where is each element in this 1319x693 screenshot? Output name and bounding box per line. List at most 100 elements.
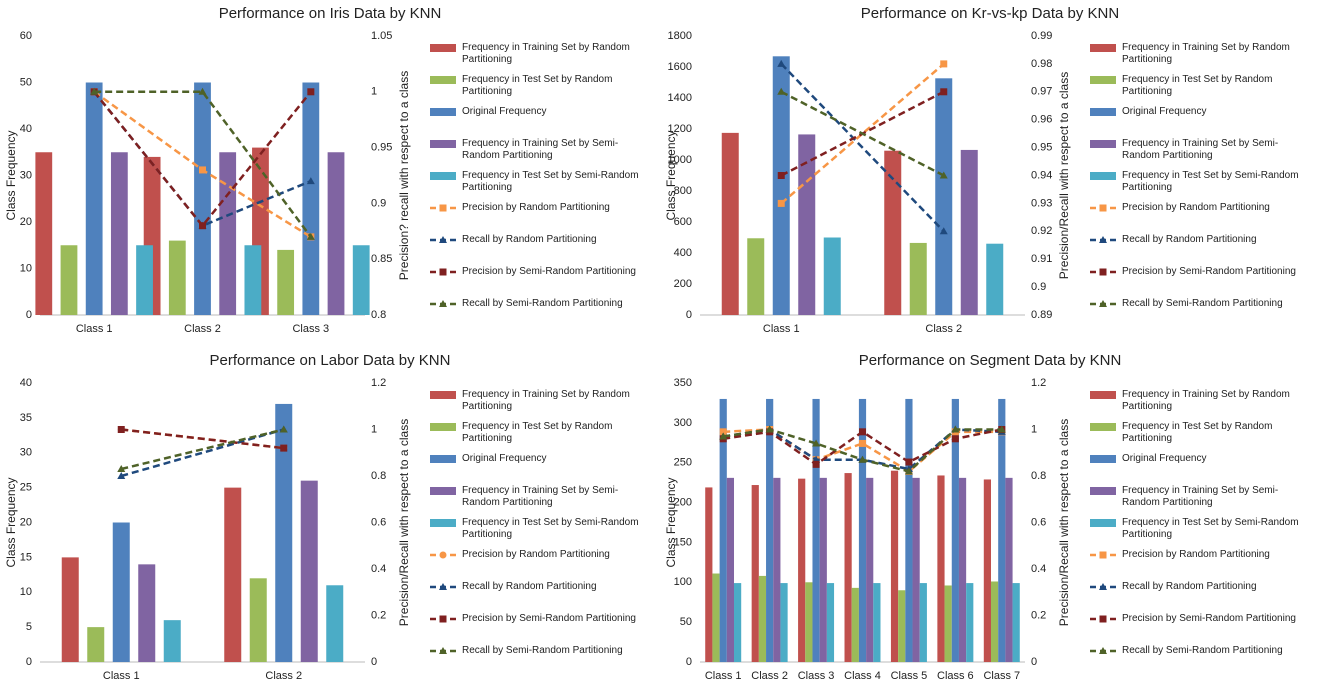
legend-entry: Original Frequency bbox=[462, 106, 547, 117]
bar bbox=[773, 477, 781, 662]
bar bbox=[219, 152, 237, 315]
bar bbox=[61, 557, 79, 662]
marker bbox=[765, 425, 774, 433]
marker bbox=[858, 455, 867, 463]
legend-label: Frequency in Test Set by Semi-Random Par… bbox=[1122, 517, 1299, 540]
bar bbox=[726, 477, 735, 662]
bar bbox=[766, 398, 774, 662]
x-tick-label: Class 2 bbox=[751, 670, 788, 682]
y-tick-label: 1200 bbox=[668, 123, 692, 135]
bar bbox=[858, 398, 867, 662]
y2-tick-label: 0 bbox=[371, 656, 377, 668]
bar bbox=[919, 583, 927, 662]
y-tick-label: 0 bbox=[26, 656, 32, 668]
x-tick-label: Class 5 bbox=[891, 670, 928, 682]
bar bbox=[751, 485, 759, 662]
legend-swatch bbox=[1090, 519, 1116, 527]
bar bbox=[326, 585, 344, 662]
marker bbox=[719, 432, 728, 440]
y2-axis-title: Precision/Recall with respect to a class bbox=[1057, 419, 1071, 626]
bar bbox=[168, 240, 186, 315]
y-tick-label: 350 bbox=[674, 377, 692, 389]
x-tick-label: Class 1 bbox=[103, 670, 140, 682]
y-tick-label: 40 bbox=[20, 123, 32, 135]
y-tick-label: 15 bbox=[20, 551, 32, 563]
marker bbox=[777, 59, 786, 67]
legend-swatch bbox=[430, 487, 456, 495]
y-tick-label: 1600 bbox=[668, 61, 692, 73]
legend-entry: Frequency in Test Set by Semi-Random Par… bbox=[462, 517, 639, 540]
marker bbox=[777, 199, 785, 207]
bar bbox=[986, 243, 1004, 315]
bar bbox=[780, 583, 788, 662]
y-tick-label: 100 bbox=[674, 576, 692, 588]
y-tick-label: 200 bbox=[674, 496, 692, 508]
legend-swatch bbox=[1090, 140, 1116, 148]
y-tick-label: 50 bbox=[20, 76, 32, 88]
legend-entry: Precision by Random Partitioning bbox=[462, 549, 610, 560]
marker bbox=[939, 227, 948, 235]
marker bbox=[777, 172, 785, 179]
bar bbox=[866, 477, 874, 662]
legend-entry: Frequency in Test Set by Semi-Random Par… bbox=[1122, 517, 1299, 540]
x-tick-label: Class 2 bbox=[265, 670, 302, 682]
chart-panel: Performance on Iris Data by KNN Class Fre… bbox=[4, 5, 639, 335]
chart-title: Performance on Kr-vs-kp Data by KNN bbox=[861, 5, 1119, 22]
legend-entry: Frequency in Test Set by Semi-Random Par… bbox=[462, 170, 639, 193]
bar bbox=[772, 56, 790, 316]
bar bbox=[327, 152, 345, 315]
y2-tick-label: 0.97 bbox=[1031, 86, 1052, 98]
legend-entry: Frequency in Test Set by Random Partitio… bbox=[1122, 74, 1272, 97]
chart-title: Performance on Labor Data by KNN bbox=[210, 352, 451, 369]
bar bbox=[912, 477, 920, 662]
y2-tick-label: 0.95 bbox=[1031, 142, 1052, 154]
y2-tick-label: 1.2 bbox=[371, 377, 386, 389]
legend-marker bbox=[439, 551, 447, 559]
bar bbox=[87, 627, 105, 662]
line bbox=[93, 91, 312, 228]
legend-label: Precision by Random Partitioning bbox=[1122, 202, 1270, 213]
y2-tick-label: 0.9 bbox=[1031, 281, 1046, 293]
legend-label: Frequency in Training Set by Random Part… bbox=[1122, 42, 1290, 65]
legend-entry: Frequency in Training Set by Semi-Random… bbox=[1122, 138, 1278, 161]
marker bbox=[997, 425, 1006, 433]
legend-entry: Recall by Random Partitioning bbox=[1122, 234, 1257, 245]
bar bbox=[758, 575, 767, 662]
y-tick-label: 20 bbox=[20, 216, 32, 228]
legend-label: Frequency in Training Set by Random Part… bbox=[462, 389, 630, 412]
marker bbox=[90, 87, 99, 95]
x-tick-label: Class 4 bbox=[844, 670, 881, 682]
legend-marker bbox=[1099, 236, 1107, 243]
y2-tick-label: 0.96 bbox=[1031, 114, 1052, 126]
legend-entry: Frequency in Training Set by Semi-Random… bbox=[462, 485, 618, 508]
bar bbox=[734, 583, 742, 662]
legend-entry: Frequency in Training Set by Random Part… bbox=[462, 389, 630, 412]
chart-panel: Performance on Kr-vs-kp Data by KNN Class… bbox=[664, 5, 1298, 335]
bar bbox=[60, 245, 78, 315]
x-tick-label: Class 2 bbox=[925, 323, 962, 335]
y2-tick-label: 0.8 bbox=[371, 470, 386, 482]
legend-label: Original Frequency bbox=[1122, 106, 1207, 117]
legend-entry: Precision by Random Partitioning bbox=[1122, 202, 1270, 213]
legend-label: Frequency in Training Set by Semi-Random… bbox=[462, 138, 619, 161]
y2-tick-label: 0.4 bbox=[371, 563, 386, 575]
legend-label: Original Frequency bbox=[462, 106, 547, 117]
marker bbox=[306, 177, 315, 185]
marker bbox=[904, 467, 913, 475]
y-tick-label: 0 bbox=[686, 309, 692, 321]
x-tick-label: Class 6 bbox=[937, 670, 974, 682]
line bbox=[94, 90, 312, 238]
legend-label: Recall by Random Partitioning bbox=[462, 581, 597, 592]
legend-label: Precision by Semi-Random Partitioning bbox=[462, 266, 636, 277]
y-tick-label: 0 bbox=[686, 656, 692, 668]
y2-tick-label: 1.2 bbox=[1031, 377, 1046, 389]
marker bbox=[859, 439, 866, 447]
x-tick-label: Class 2 bbox=[184, 323, 221, 335]
legend-marker bbox=[439, 615, 447, 623]
bar bbox=[300, 480, 318, 662]
legend-entry: Recall by Semi-Random Partitioning bbox=[462, 298, 623, 309]
y-tick-label: 0 bbox=[26, 309, 32, 321]
y-tick-label: 1400 bbox=[668, 92, 692, 104]
bar bbox=[35, 152, 53, 315]
bar bbox=[826, 583, 835, 662]
